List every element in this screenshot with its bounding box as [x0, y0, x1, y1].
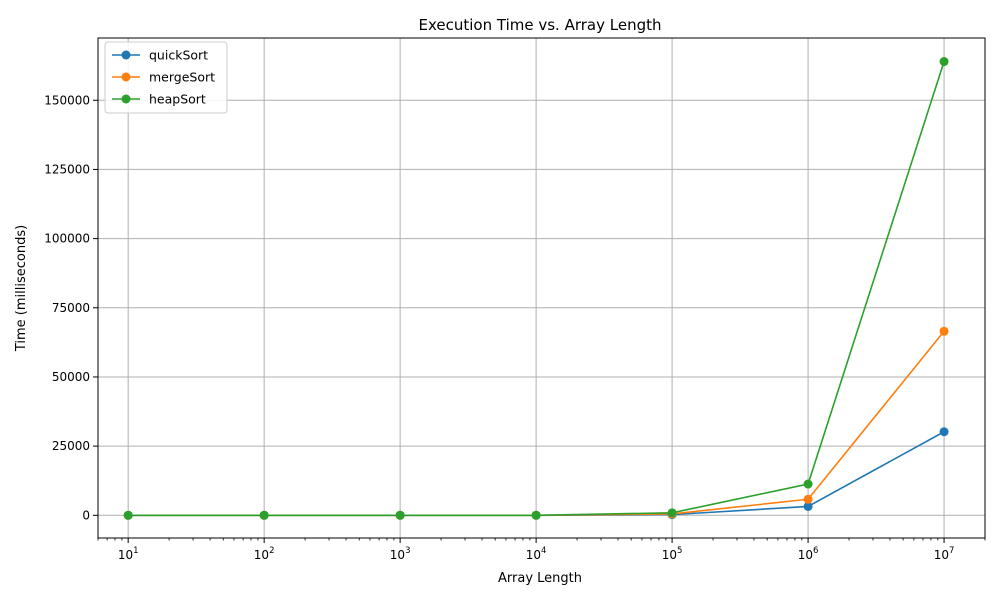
data-point-heapSort — [395, 510, 405, 520]
legend-swatch-marker — [121, 72, 131, 82]
data-point-heapSort — [531, 510, 541, 520]
x-tick-label: 106 — [798, 546, 819, 562]
data-point-heapSort — [939, 57, 949, 67]
data-point-heapSort — [259, 510, 269, 520]
y-tick-label: 125000 — [44, 162, 90, 176]
x-tick-label: 104 — [526, 546, 547, 562]
x-tick-base: 10 — [798, 548, 813, 562]
legend-label: heapSort — [149, 92, 206, 107]
y-tick-label: 100000 — [44, 232, 90, 246]
x-tick-label: 102 — [254, 546, 275, 562]
data-point-mergeSort — [803, 494, 813, 504]
y-tick-label: 0 — [82, 508, 90, 522]
y-axis-ticks: 0 25000 50000 75000 100000 125000 150000 — [44, 93, 98, 522]
data-point-quickSort — [939, 427, 949, 437]
data-point-heapSort — [803, 479, 813, 489]
x-tick-label: 105 — [662, 546, 683, 562]
x-tick-exponent: 2 — [269, 546, 274, 556]
plot-frame — [97, 37, 986, 539]
x-tick-exponent: 1 — [133, 546, 138, 556]
y-tick-label: 75000 — [52, 301, 90, 315]
legend-label: mergeSort — [149, 70, 215, 85]
chart-title: Execution Time vs. Array Length — [419, 16, 662, 34]
x-tick-base: 10 — [526, 548, 541, 562]
y-tick-label: 150000 — [44, 93, 90, 107]
x-tick-exponent: 6 — [813, 546, 818, 556]
x-tick-exponent: 7 — [949, 546, 954, 556]
legend-label: quickSort — [149, 48, 208, 63]
x-tick-exponent: 4 — [541, 546, 546, 556]
x-tick-base: 10 — [118, 548, 133, 562]
x-tick-base: 10 — [390, 548, 405, 562]
x-axis-ticks: 101 102 103 104 105 106 107 — [97, 538, 986, 562]
x-tick-base: 10 — [934, 548, 949, 562]
legend-swatch-marker — [121, 50, 131, 60]
y-tick-label: 50000 — [52, 370, 90, 384]
legend-box — [104, 41, 228, 114]
series-markers — [123, 57, 949, 520]
y-tick-label: 25000 — [52, 439, 90, 453]
x-tick-label: 103 — [390, 546, 411, 562]
x-tick-exponent: 3 — [405, 546, 410, 556]
data-point-quickSort — [803, 501, 813, 511]
x-tick-label: 107 — [934, 546, 955, 562]
legend: quickSort mergeSort heapSort — [104, 41, 228, 114]
x-tick-exponent: 5 — [677, 546, 682, 556]
legend-swatch-marker — [121, 94, 131, 104]
x-axis-title: Array Length — [498, 571, 582, 586]
data-point-heapSort — [123, 510, 133, 520]
data-point-mergeSort — [939, 326, 949, 336]
x-tick-base: 10 — [254, 548, 269, 562]
data-point-heapSort — [667, 508, 677, 518]
x-tick-base: 10 — [662, 548, 677, 562]
y-axis-title: Time (milliseconds) — [14, 225, 29, 352]
x-tick-label: 101 — [118, 546, 139, 562]
